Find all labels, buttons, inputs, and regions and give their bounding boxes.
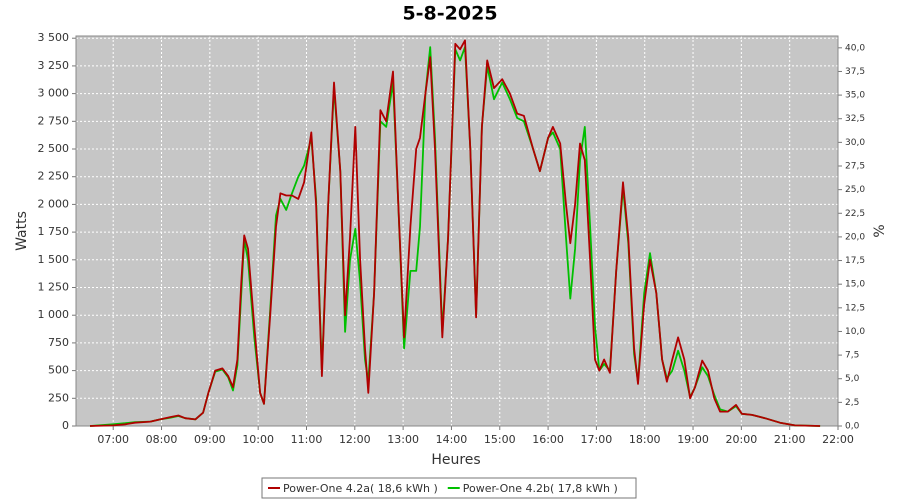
y-tick-label: 500 — [48, 364, 69, 377]
y2-tick-label: 15,0 — [845, 280, 865, 290]
plot-border — [75, 35, 839, 427]
y2-axis-title: % — [872, 224, 888, 237]
y2-tick-label: 30,0 — [845, 138, 865, 148]
y-tick-label: 3 500 — [38, 31, 70, 44]
x-tick-label: 20:00 — [726, 433, 758, 446]
chart-title: 5-8-2025 — [402, 3, 497, 25]
x-tick-label: 08:00 — [146, 433, 178, 446]
x-tick-label: 10:00 — [242, 433, 274, 446]
x-tick-label: 21:00 — [774, 433, 806, 446]
y2-tick-label: 32,5 — [845, 114, 865, 124]
series-line — [89, 39, 821, 427]
y-tick-label: 1 250 — [38, 281, 70, 294]
x-tick-label: 12:00 — [339, 433, 371, 446]
y-tick-label: 750 — [48, 336, 69, 349]
x-tick-label: 11:00 — [291, 433, 323, 446]
plot-area — [76, 36, 838, 426]
y2-tick-label: 35,0 — [845, 91, 865, 101]
y2-tick-label: 10,0 — [845, 327, 865, 337]
x-tick-label: 22:00 — [822, 433, 854, 446]
y2-tick-label: 40,0 — [845, 43, 865, 53]
y2-tick-label: 12,5 — [845, 303, 865, 313]
y-tick-label: 0 — [62, 419, 69, 432]
y-axis-title: Watts — [14, 211, 30, 251]
y2-tick-label: 5,0 — [845, 374, 860, 384]
y2-tick-label: 17,5 — [845, 256, 865, 266]
y2-tick-label: 7,5 — [845, 351, 859, 361]
y-tick-label: 250 — [48, 391, 69, 404]
x-tick-label: 17:00 — [581, 433, 613, 446]
y2-tick-label: 27,5 — [845, 162, 865, 172]
x-tick-label: 07:00 — [97, 433, 129, 446]
x-tick-label: 09:00 — [194, 433, 226, 446]
y2-tick-label: 37,5 — [845, 67, 865, 77]
y-tick-label: 2 250 — [38, 170, 70, 183]
y-tick-label: 2 500 — [38, 142, 70, 155]
y2-tick-label: 22,5 — [845, 209, 865, 219]
y-tick-label: 1 000 — [38, 308, 70, 321]
x-tick-label: 15:00 — [484, 433, 516, 446]
y-tick-label: 1 500 — [38, 253, 70, 266]
y2-tick-label: 20,0 — [845, 232, 865, 242]
legend-label: Power-One 4.2b( 17,8 kWh ) — [463, 482, 618, 495]
y2-tick-label: 2,5 — [845, 398, 859, 408]
x-tick-label: 13:00 — [387, 433, 419, 446]
x-tick-label: 16:00 — [532, 433, 564, 446]
x-tick-label: 18:00 — [629, 433, 661, 446]
y2-tick-label: 0,0 — [845, 422, 860, 432]
legend-label: Power-One 4.2a( 18,6 kWh ) — [283, 482, 438, 495]
y2-tick-label: 25,0 — [845, 185, 865, 195]
y-tick-label: 2 000 — [38, 197, 70, 210]
y-tick-label: 2 750 — [38, 114, 70, 127]
x-tick-label: 14:00 — [436, 433, 468, 446]
y-tick-label: 3 000 — [38, 87, 70, 100]
y-tick-label: 3 250 — [38, 59, 70, 72]
x-axis-title: Heures — [431, 452, 480, 468]
x-tick-label: 19:00 — [677, 433, 709, 446]
y-tick-label: 1 750 — [38, 225, 70, 238]
